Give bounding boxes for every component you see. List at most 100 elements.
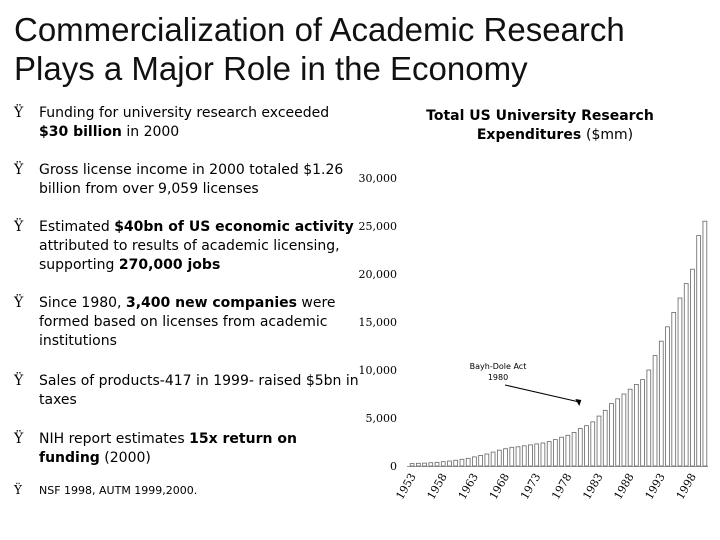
bar-1992 — [652, 355, 658, 467]
bar-1997 — [683, 283, 689, 467]
bar-1998 — [690, 268, 695, 467]
bar-1964 — [478, 455, 483, 467]
bar-1989 — [634, 383, 639, 467]
bar-1999 — [696, 235, 701, 467]
chart-title-line-1: Total US University Research — [426, 108, 654, 124]
x-tick-label: 1983 — [580, 471, 605, 502]
bar-1954 — [416, 462, 421, 467]
bar-2000 — [702, 220, 708, 467]
bar-1978 — [565, 434, 571, 467]
bullet-text: NIH report estimates — [39, 431, 190, 447]
bar-1958 — [440, 461, 446, 467]
bar-1955 — [422, 462, 427, 467]
bullet-marker: Ÿ — [14, 483, 22, 497]
bullet-marker: Ÿ — [14, 162, 24, 178]
bar-1981 — [584, 425, 589, 467]
y-tick-label: 30,000 — [359, 172, 398, 185]
bullet-bold: 3,400 new companies — [125, 295, 297, 311]
annotation-label: Bayh-Dole Act — [470, 362, 527, 371]
bullet-text: Sales of products-417 in 1999- raised $5… — [39, 373, 359, 408]
bullet-marker: Ÿ — [14, 373, 24, 389]
y-tick-label: 25,000 — [359, 220, 398, 233]
y-tick-label: 15,000 — [359, 316, 398, 329]
bar-1985 — [609, 403, 614, 467]
bar-1982 — [590, 421, 596, 467]
bar-1976 — [553, 439, 558, 467]
bullet-text: NSF 1998, AUTM 1999,2000. — [39, 484, 198, 497]
y-tick-label: 0 — [390, 460, 397, 473]
bar-1968 — [503, 448, 508, 467]
bullet-text: in 2000 — [121, 124, 180, 140]
bar-1973 — [534, 443, 540, 467]
bar-1961 — [459, 458, 465, 467]
bullet-text: Funding for university research exceeded — [39, 105, 330, 121]
bar-1996 — [677, 297, 683, 467]
bar-1980 — [577, 428, 583, 467]
bar-1966 — [490, 451, 496, 467]
chart-unit-label: ($mm) — [586, 127, 634, 143]
y-tick-label: 5,000 — [366, 412, 398, 425]
bar-1984 — [602, 409, 608, 467]
annotation-arrowhead — [575, 399, 582, 406]
title-line-2: Plays a Major Role in the Economy — [14, 50, 528, 87]
chart-title-line-2: Expenditures — [476, 127, 582, 143]
x-tick-label: 1988 — [611, 471, 636, 502]
bullet-marker: Ÿ — [14, 295, 24, 311]
bar-1977 — [559, 436, 564, 467]
bar-1960 — [453, 459, 459, 467]
title-line-1: Commercialization of Academic Research — [14, 11, 625, 48]
bullet-bold: $40bn of US economic activity — [114, 219, 354, 235]
x-tick-label: 1953 — [393, 471, 418, 502]
bar-1988 — [627, 388, 633, 467]
bullet-text: Gross license income in 2000 totaled $1.… — [39, 162, 344, 197]
bar-1983 — [596, 415, 602, 467]
bullet-bold: 15x return on funding — [39, 431, 297, 466]
bar-1975 — [546, 441, 552, 467]
bar-1972 — [528, 444, 533, 467]
bullet-text: Estimated — [39, 219, 115, 235]
bar-1953 — [409, 463, 415, 467]
x-tick-label: 1958 — [425, 471, 450, 502]
annotation-arrow-line — [504, 384, 580, 403]
y-tick-label: 10,000 — [359, 364, 398, 377]
bar-1979 — [571, 431, 577, 467]
x-tick-label: 1968 — [487, 471, 512, 502]
bar-1995 — [671, 311, 677, 467]
bullet-marker: Ÿ — [14, 219, 24, 235]
slide-title: Commercialization of Academic Research P… — [14, 10, 714, 88]
bar-1962 — [465, 457, 471, 467]
bullet-text: were formed based on licenses from acade… — [39, 295, 336, 349]
y-tick-label: 20,000 — [359, 268, 398, 281]
bullet-marker: Ÿ — [14, 105, 24, 121]
bar-1959 — [447, 460, 452, 467]
bar-1956 — [428, 462, 434, 467]
bar-1986 — [615, 398, 621, 467]
bar-1994 — [665, 326, 670, 467]
bar-1990 — [640, 379, 645, 467]
x-tick-label: 1973 — [518, 471, 543, 502]
bar-1967 — [496, 449, 502, 467]
x-tick-label: 1993 — [643, 471, 668, 502]
bar-1970 — [515, 446, 521, 467]
bar-1993 — [658, 340, 664, 467]
bar-1957 — [434, 461, 440, 467]
bullet-text: attributed to results of academic licens… — [39, 238, 340, 273]
bar-1974 — [540, 442, 546, 467]
x-tick-label: 1998 — [674, 471, 699, 502]
bullet-bold: 270,000 jobs — [118, 257, 221, 273]
bar-1963 — [472, 456, 477, 467]
bar-1965 — [484, 453, 490, 467]
bullet-text: (2000) — [99, 450, 151, 466]
x-tick-label: 1963 — [456, 471, 481, 502]
bar-1971 — [521, 445, 527, 467]
bullet-text: Since 1980, — [39, 295, 126, 311]
bar-1969 — [509, 446, 515, 467]
bullet-bold: $30 billion — [39, 124, 122, 140]
bar-1991 — [646, 369, 652, 467]
bullet-marker: Ÿ — [14, 431, 24, 447]
chart-title: Total US University Research Expenditure… — [390, 107, 690, 145]
annotation-year: 1980 — [488, 373, 508, 382]
bar-1987 — [621, 393, 627, 467]
x-tick-label: 1978 — [549, 471, 574, 502]
